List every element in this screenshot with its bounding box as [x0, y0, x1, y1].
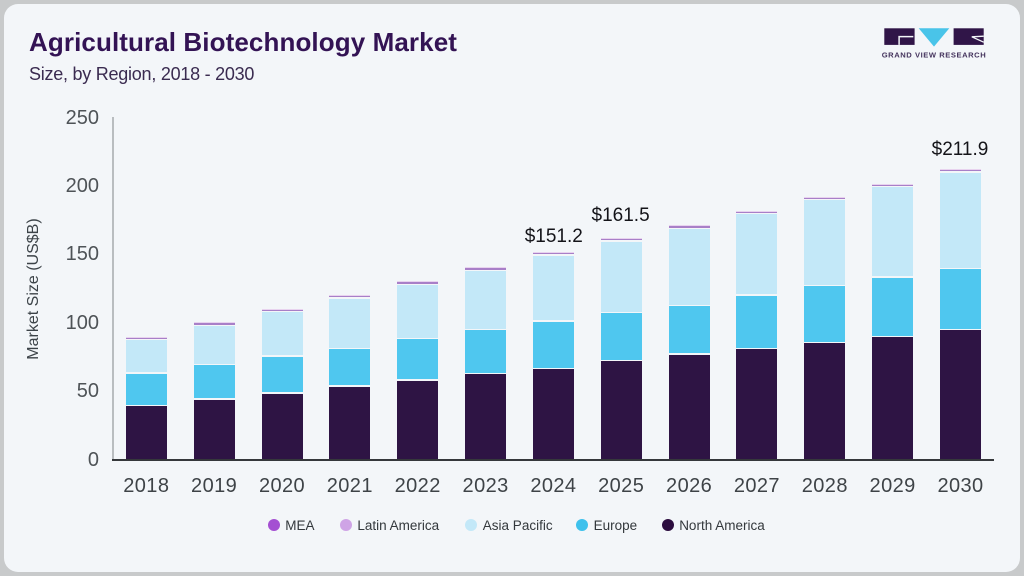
svg-text:GRAND VIEW RESEARCH: GRAND VIEW RESEARCH — [882, 50, 987, 59]
